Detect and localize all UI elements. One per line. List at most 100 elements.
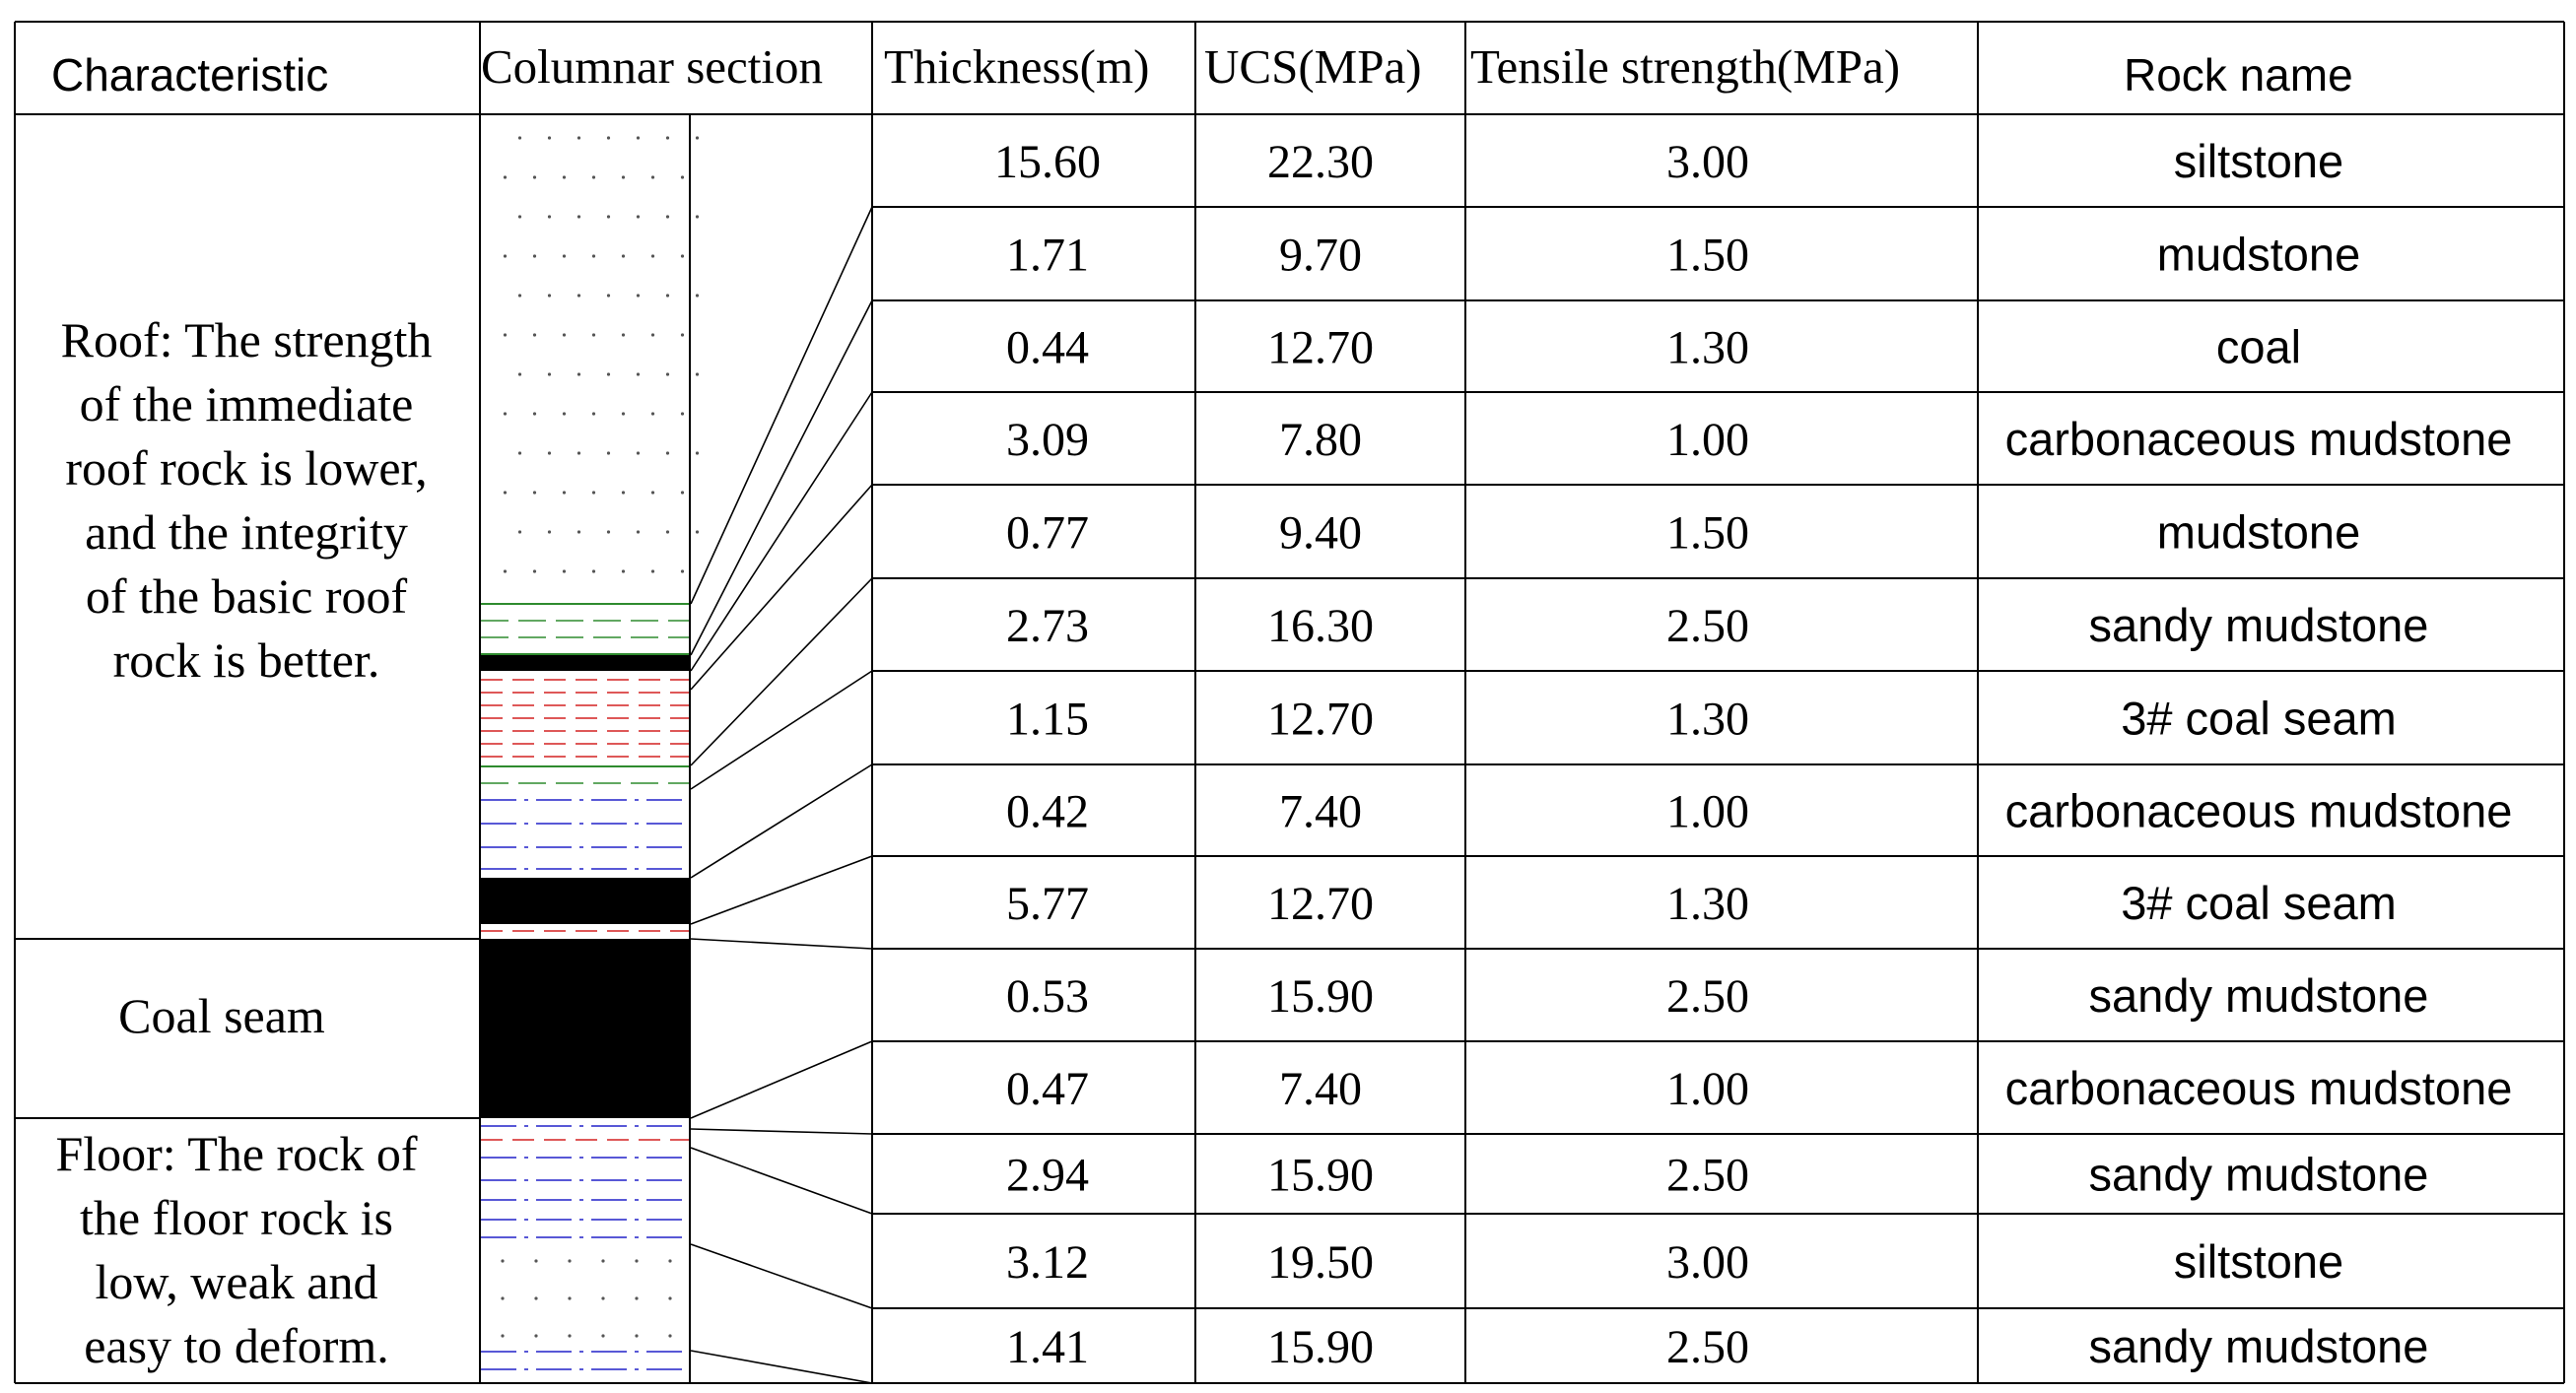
rock-name-cell: siltstone (2174, 135, 2343, 187)
header-ucs: UCS(MPa) (1204, 39, 1422, 94)
floor-dot-pattern (501, 1259, 672, 1338)
table-row: 1.71 9.70 1.50 mudstone (1006, 229, 2360, 282)
table-row: 1.41 15.90 2.50 sandy mudstone (1006, 1320, 2428, 1373)
thickness-cell: 1.41 (1006, 1321, 1089, 1373)
layer-mudstone (481, 604, 691, 655)
rock-name-cell: mudstone (2157, 506, 2360, 559)
rock-name-cell: sandy mudstone (2089, 1320, 2429, 1372)
header-thickness: Thickness(m) (884, 39, 1149, 94)
table-row: 0.42 7.40 1.00 carbonaceous mudstone (1006, 785, 2512, 838)
rock-name-cell: coal (2216, 321, 2301, 373)
tensile-cell: 2.50 (1666, 970, 1749, 1023)
thickness-cell: 1.71 (1006, 230, 1089, 282)
ucs-cell: 9.40 (1279, 507, 1362, 560)
roof-line: Roof: The strength (61, 312, 433, 367)
table-row: 3.12 19.50 3.00 siltstone (1006, 1235, 2343, 1289)
tensile-cell: 1.00 (1666, 1063, 1749, 1115)
header-characteristic: Characteristic (51, 49, 328, 100)
ucs-cell: 15.90 (1267, 1150, 1374, 1202)
rock-name-cell: siltstone (2174, 1235, 2343, 1288)
rock-name-cell: sandy mudstone (2089, 599, 2429, 651)
tensile-cell: 1.30 (1666, 878, 1749, 930)
floor-line: easy to deform. (84, 1318, 389, 1373)
roof-line: of the immediate (80, 376, 414, 431)
roof-line: and the integrity (85, 504, 408, 560)
ucs-cell: 15.90 (1267, 1321, 1374, 1373)
tensile-cell: 1.00 (1666, 414, 1749, 466)
rock-name-cell: carbonaceous mudstone (2005, 785, 2513, 837)
floor-characteristic: Floor: The rock of the floor rock is low… (55, 1126, 417, 1373)
layer-main-coal-seam (481, 939, 691, 1118)
table-row: 3.09 7.80 1.00 carbonaceous mudstone (1006, 413, 2512, 466)
header-columnar-section: Columnar section (481, 39, 823, 94)
rock-name-cell: sandy mudstone (2089, 1149, 2429, 1201)
rock-name-cell: mudstone (2157, 229, 2360, 281)
table-row: 1.15 12.70 1.30 3# coal seam (1006, 693, 2397, 746)
roof-line: rock is better. (113, 632, 380, 688)
roof-line: roof rock is lower, (65, 440, 427, 496)
tensile-cell: 1.50 (1666, 507, 1749, 560)
table-row: 0.44 12.70 1.30 coal (1006, 321, 2301, 374)
ucs-cell: 7.40 (1279, 1063, 1362, 1115)
table-row: 5.77 12.70 1.30 3# coal seam (1006, 877, 2397, 930)
thickness-cell: 0.47 (1006, 1063, 1089, 1115)
table-row: 0.53 15.90 2.50 sandy mudstone (1006, 969, 2428, 1023)
columnar-section (481, 116, 700, 1370)
tensile-cell: 1.00 (1666, 786, 1749, 838)
header-tensile-strength: Tensile strength(MPa) (1470, 39, 1900, 94)
floor-line: Floor: The rock of (55, 1126, 417, 1181)
thickness-cell: 5.77 (1006, 878, 1089, 930)
sandy-mudstone-dash-pattern (481, 799, 690, 870)
mudstone-dash-pattern-2 (481, 765, 690, 784)
table-row: 15.60 22.30 3.00 siltstone (994, 135, 2343, 188)
connector-lines (689, 114, 873, 1384)
roof-characteristic: Roof: The strength of the immediate roof… (61, 312, 433, 688)
thickness-cell: 0.42 (1006, 786, 1089, 838)
table-row: 2.73 16.30 2.50 sandy mudstone (1006, 599, 2428, 652)
thickness-cell: 3.09 (1006, 414, 1089, 466)
rock-name-cell: 3# coal seam (2121, 693, 2397, 745)
table-row: 0.77 9.40 1.50 mudstone (1006, 506, 2360, 560)
floor-line: the floor rock is (80, 1190, 393, 1245)
floor-patterns (481, 1125, 690, 1370)
ucs-cell: 7.80 (1279, 414, 1362, 466)
header-rock-name: Rock name (2124, 49, 2353, 100)
ucs-cell: 12.70 (1267, 322, 1374, 374)
ucs-cell: 7.40 (1279, 786, 1362, 838)
ucs-cell: 12.70 (1267, 694, 1374, 746)
table-row: 0.47 7.40 1.00 carbonaceous mudstone (1006, 1062, 2512, 1115)
tensile-cell: 3.00 (1666, 1236, 1749, 1289)
tensile-cell: 2.50 (1666, 600, 1749, 652)
thickness-cell: 3.12 (1006, 1236, 1089, 1289)
floor-line: low, weak and (96, 1254, 378, 1309)
ucs-cell: 12.70 (1267, 878, 1374, 930)
thickness-cell: 0.44 (1006, 322, 1089, 374)
layer-mudstone-2 (481, 765, 691, 789)
table-body: 15.60 22.30 3.00 siltstone 1.71 9.70 1.50 mudst… (994, 135, 2512, 1373)
tensile-cell: 1.30 (1666, 694, 1749, 746)
tensile-cell: 3.00 (1666, 136, 1749, 188)
thickness-cell: 15.60 (994, 136, 1101, 188)
ucs-cell: 19.50 (1267, 1236, 1374, 1289)
row-lines (872, 206, 2564, 1309)
layer-coal (481, 655, 691, 671)
carbonaceous-dash-pattern (481, 679, 690, 758)
tensile-cell: 1.50 (1666, 230, 1749, 282)
tensile-cell: 2.50 (1666, 1150, 1749, 1202)
coal-seam-characteristic: Coal seam (118, 988, 325, 1043)
rock-name-cell: 3# coal seam (2121, 877, 2397, 929)
ucs-cell: 22.30 (1267, 136, 1374, 188)
table-row: 2.94 15.90 2.50 sandy mudstone (1006, 1149, 2428, 1202)
ucs-cell: 15.90 (1267, 970, 1374, 1023)
thickness-cell: 0.53 (1006, 970, 1089, 1023)
layer-siltstone (481, 116, 691, 604)
roof-line: of the basic roof (86, 568, 408, 624)
ucs-cell: 9.70 (1279, 230, 1362, 282)
table-grid (14, 21, 2565, 1384)
thickness-cell: 2.94 (1006, 1150, 1089, 1202)
thickness-cell: 2.73 (1006, 600, 1089, 652)
tensile-cell: 1.30 (1666, 322, 1749, 374)
ucs-cell: 16.30 (1267, 600, 1374, 652)
